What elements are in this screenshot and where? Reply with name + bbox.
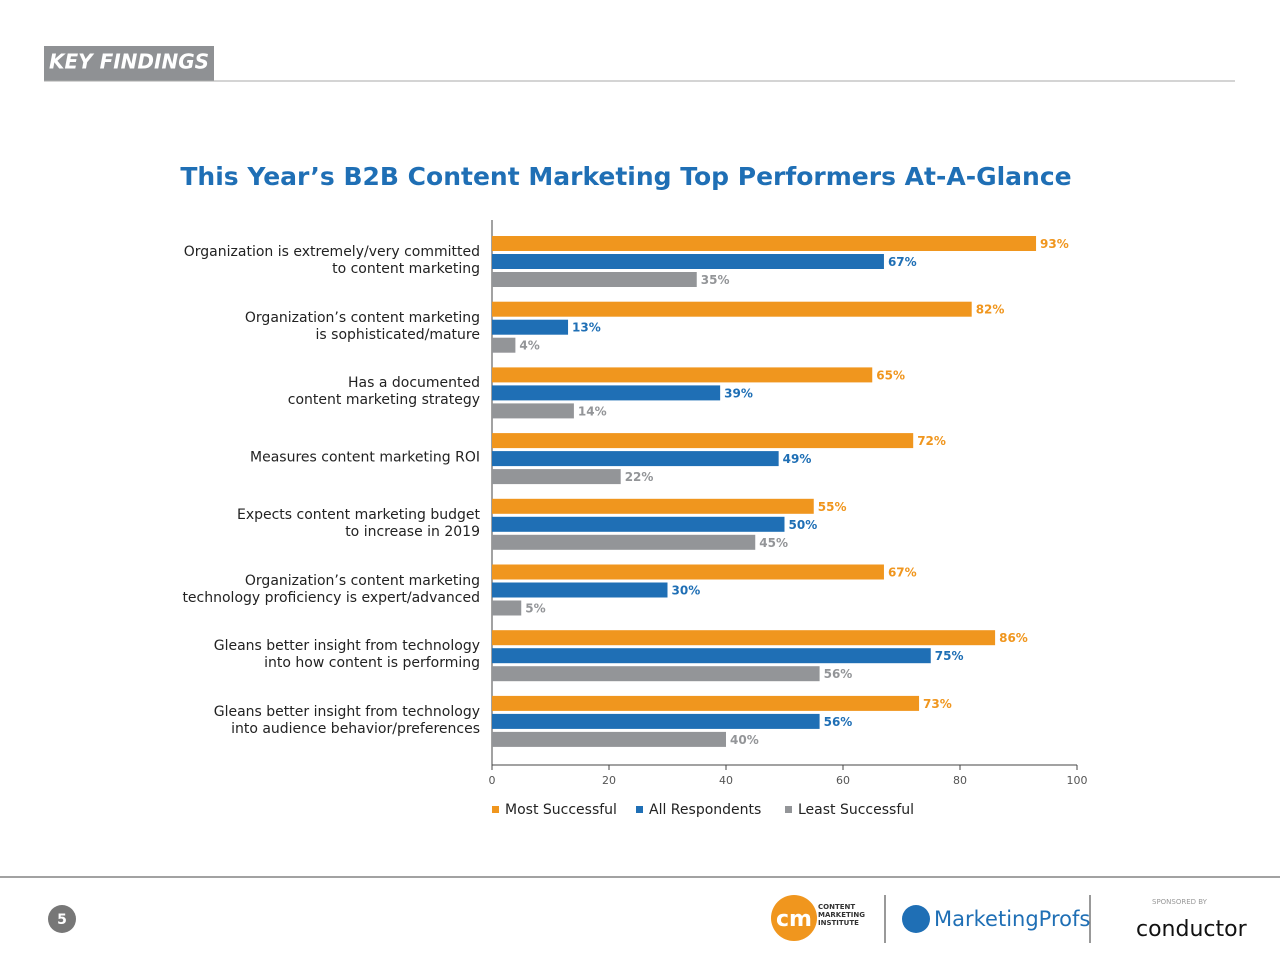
bar (492, 319, 569, 335)
bar (492, 301, 972, 317)
value-label: 75% (935, 649, 964, 663)
value-label: 45% (759, 536, 788, 550)
value-label: 93% (1040, 237, 1069, 251)
legend-label: All Respondents (649, 802, 761, 818)
x-tick-label: 20 (602, 774, 616, 787)
bar (492, 648, 931, 664)
bar (492, 731, 726, 747)
bar (492, 713, 820, 729)
value-label: 56% (824, 715, 853, 729)
value-label: 67% (888, 566, 917, 580)
category-label: Has a documented content marketing strat… (287, 375, 480, 409)
value-label: 82% (976, 303, 1005, 317)
bar (492, 385, 721, 401)
legend-swatch (636, 806, 643, 813)
category-label: Measures content marketing ROI (250, 449, 480, 466)
bar (492, 534, 756, 550)
bar (492, 516, 785, 532)
bar (492, 272, 697, 287)
value-label: 30% (672, 584, 701, 598)
value-label: 39% (724, 386, 753, 400)
page-badge (48, 905, 76, 933)
legend-swatch (785, 806, 792, 813)
value-label: 40% (730, 733, 759, 747)
category-label: Organization is extremely/very committed… (183, 244, 480, 277)
category-label: Expects content marketing budget to incr… (236, 506, 480, 540)
bar (492, 433, 914, 449)
category-label: Gleans better insight from technology in… (213, 638, 480, 672)
conductor: conductor (1136, 917, 1248, 942)
category-label: Organization’s content marketing technol… (182, 572, 480, 606)
legend-label: Most Successful (505, 802, 617, 818)
bar (492, 403, 574, 419)
bar (492, 469, 621, 485)
bar (492, 337, 516, 353)
x-tick-label: 80 (953, 774, 967, 787)
marketingprofs: MarketingProfs (934, 907, 1090, 931)
x-tick-label: 0 (489, 774, 496, 787)
value-label: 14% (578, 404, 607, 418)
header-box (44, 46, 214, 81)
x-tick-label: 60 (836, 774, 850, 787)
bar (492, 498, 814, 514)
value-label: 72% (917, 434, 946, 448)
header-title: KEY FINDINGS (49, 50, 209, 74)
bar (492, 630, 996, 646)
mprofs-logo (902, 905, 930, 933)
x-tick-label: 40 (719, 774, 733, 787)
value-label: 86% (999, 631, 1028, 645)
page-number: 5 (57, 912, 67, 928)
bar (492, 367, 873, 383)
bar (492, 254, 884, 269)
value-label: 5% (525, 602, 545, 616)
value-label: 65% (876, 368, 905, 382)
bar (492, 236, 1037, 251)
cmi-mark: cm (776, 907, 812, 932)
bar (492, 666, 820, 682)
value-label: 35% (701, 273, 730, 287)
chart-title: This Year’s B2B Content Marketing Top Pe… (180, 162, 1071, 191)
value-label: 56% (824, 667, 853, 681)
value-label: 67% (888, 255, 917, 269)
category-label: Gleans better insight from technology in… (213, 703, 480, 737)
value-label: 13% (572, 321, 601, 335)
bar (492, 451, 779, 467)
legend-swatch (492, 806, 499, 813)
category-label: Organization’s content marketing is soph… (244, 309, 480, 343)
value-label: 4% (519, 339, 539, 353)
legend-label: Least Successful (798, 802, 914, 818)
value-label: 49% (783, 452, 812, 466)
value-label: 73% (923, 697, 952, 711)
bar (492, 600, 522, 616)
x-tick-label: 100 (1067, 774, 1088, 787)
bar (492, 695, 920, 711)
value-label: 50% (789, 518, 818, 532)
bar (492, 582, 668, 598)
sponsored-by: SPONSORED BY (1152, 898, 1208, 906)
value-label: 22% (625, 470, 654, 484)
cmi-name: CONTENT MARKETING INSTITUTE (818, 903, 865, 927)
cmi-logo (771, 895, 817, 941)
value-label: 55% (818, 500, 847, 514)
bar (492, 564, 884, 580)
